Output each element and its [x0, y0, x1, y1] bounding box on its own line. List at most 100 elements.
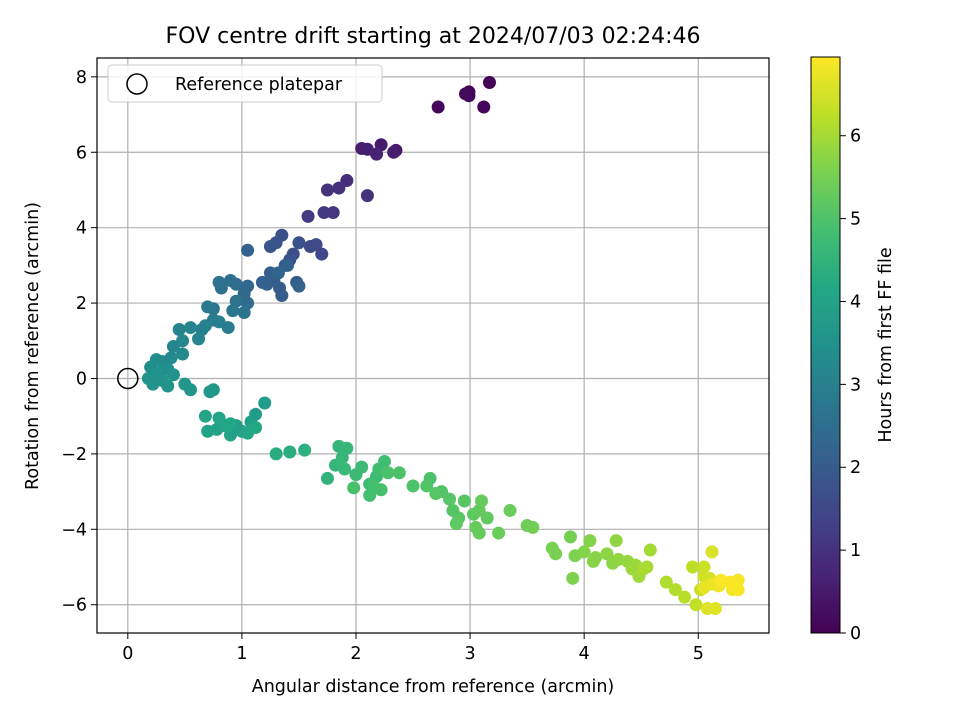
y-tick-label: −4: [61, 520, 87, 540]
x-tick-label: 0: [122, 644, 133, 664]
data-point: [563, 530, 577, 544]
legend: Reference platepar: [107, 64, 383, 103]
data-point: [387, 145, 401, 159]
data-point: [212, 275, 226, 289]
y-tick-label: 4: [76, 219, 87, 239]
data-point: [332, 181, 346, 195]
data-point: [201, 424, 215, 438]
chart-title: FOV centre drift starting at 2024/07/03 …: [166, 24, 701, 49]
data-point: [184, 321, 198, 335]
data-point: [443, 492, 457, 506]
colorbar-tick-label: 4: [850, 292, 861, 312]
data-point: [176, 347, 190, 361]
data-point: [449, 517, 463, 531]
data-point: [201, 300, 215, 314]
data-point: [192, 332, 206, 346]
colorbar-tick-label: 2: [850, 458, 861, 478]
legend-box: [107, 64, 383, 103]
x-tick-label: 3: [465, 644, 476, 664]
data-point: [600, 547, 614, 561]
data-point: [378, 454, 392, 468]
data-point: [577, 545, 591, 559]
data-point: [184, 383, 198, 397]
data-point: [392, 466, 406, 480]
colorbar: [810, 56, 841, 634]
data-point: [212, 315, 226, 329]
colorbar-tick-label: 3: [850, 375, 861, 395]
data-point: [258, 396, 272, 410]
data-point: [292, 236, 306, 250]
x-axis-ticks: 0 1 2 3 4 5: [122, 633, 704, 664]
data-point: [223, 417, 237, 431]
data-point: [317, 206, 331, 220]
data-point: [281, 258, 295, 272]
data-point: [355, 460, 369, 474]
colorbar-tick-label: 1: [850, 541, 861, 561]
data-point: [335, 451, 349, 465]
data-points: [117, 76, 745, 615]
data-point: [381, 466, 395, 480]
data-point: [166, 368, 180, 382]
data-point: [320, 471, 334, 485]
y-tick-label: 2: [76, 294, 87, 314]
data-point: [226, 304, 240, 318]
y-tick-label: 8: [76, 68, 87, 88]
data-point: [705, 545, 719, 559]
y-tick-label: 0: [76, 369, 87, 389]
data-point: [223, 273, 237, 287]
data-point: [237, 306, 251, 320]
y-axis-ticks: −6 −4 −2 0 2 4 6 8: [61, 68, 97, 616]
x-tick-label: 1: [236, 644, 247, 664]
data-point: [161, 379, 175, 393]
data-point: [206, 383, 220, 397]
data-point: [315, 247, 329, 261]
data-point: [503, 503, 517, 517]
data-point: [431, 100, 445, 114]
data-point: [643, 543, 657, 557]
data-point: [269, 447, 283, 461]
data-point: [283, 445, 297, 459]
data-point: [492, 526, 506, 540]
data-point: [566, 571, 580, 585]
data-point: [480, 511, 494, 525]
y-tick-label: 6: [76, 143, 87, 163]
data-point: [429, 486, 443, 500]
x-axis-label: Angular distance from reference (arcmin): [252, 677, 615, 697]
data-point: [370, 147, 384, 161]
data-point: [678, 590, 692, 604]
y-axis-label: Rotation from reference (arcmin): [23, 202, 43, 490]
data-point: [363, 488, 377, 502]
data-point: [198, 319, 212, 333]
colorbar-tick-label: 0: [850, 624, 861, 644]
plot-frame: [96, 57, 770, 634]
data-point: [249, 421, 263, 435]
colorbar-tick-label: 5: [850, 210, 861, 230]
data-point: [320, 183, 334, 197]
data-point: [708, 601, 722, 615]
data-point: [472, 526, 486, 540]
y-tick-label: −2: [61, 445, 87, 465]
data-point: [526, 520, 540, 534]
x-tick-label: 2: [350, 644, 361, 664]
data-point: [697, 560, 711, 574]
reference-platepar-marker: [117, 367, 139, 390]
data-point: [263, 240, 277, 254]
data-point: [549, 547, 563, 561]
colorbar-ticks: 0 1 2 3 4 5 6: [840, 127, 861, 644]
colorbar-label: Hours from first FF file: [876, 247, 896, 442]
legend-marker-reference: [126, 73, 148, 95]
data-point: [241, 243, 255, 257]
data-point: [406, 479, 420, 493]
legend-entry-reference: Reference platepar: [175, 75, 343, 95]
data-point: [477, 100, 491, 114]
data-point: [141, 371, 155, 385]
y-tick-label: −6: [61, 596, 87, 616]
colorbar-tick-label: 6: [850, 127, 861, 147]
data-point: [482, 76, 496, 90]
grid-lines: [97, 58, 769, 633]
x-tick-label: 5: [693, 644, 704, 664]
data-point: [309, 238, 323, 252]
data-point: [714, 573, 728, 587]
